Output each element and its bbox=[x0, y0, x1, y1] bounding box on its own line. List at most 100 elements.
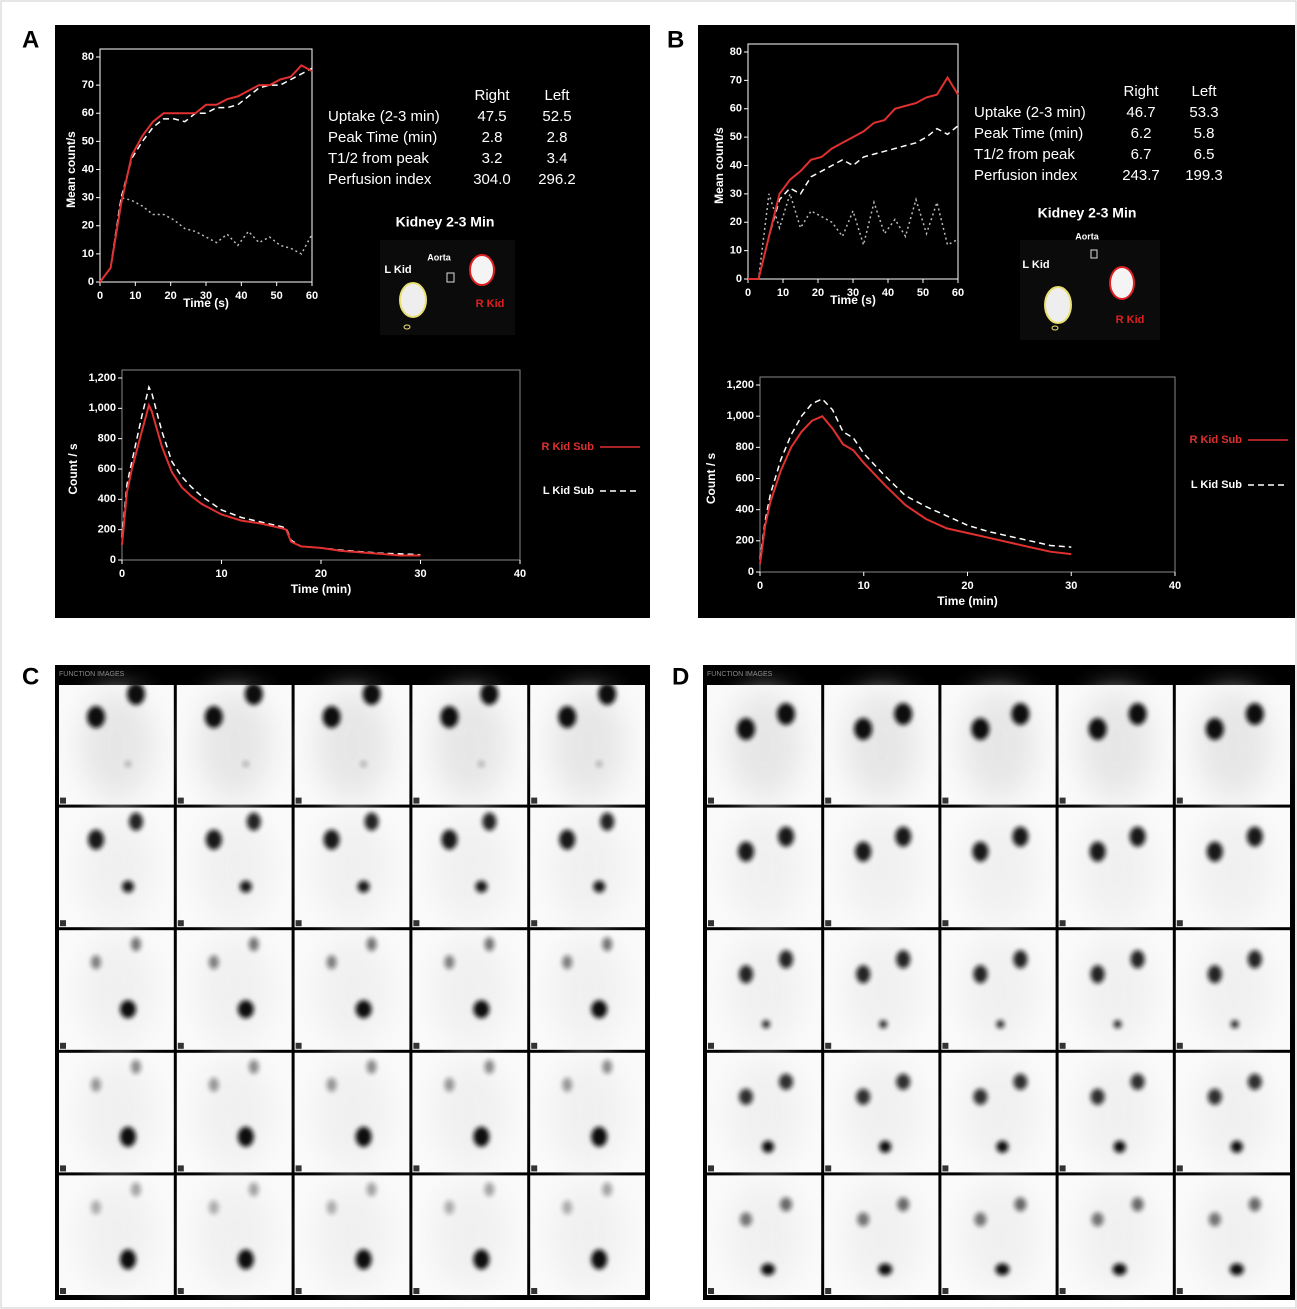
roi-image bbox=[1020, 240, 1160, 340]
uptake-spot bbox=[1113, 1020, 1122, 1029]
cell-marker bbox=[531, 1165, 538, 1172]
body-shadow bbox=[432, 812, 508, 924]
cell: 2.8 bbox=[547, 129, 568, 146]
uptake-spot bbox=[355, 1249, 372, 1270]
y-tick-label: 1,200 bbox=[726, 379, 754, 391]
uptake-spot bbox=[995, 1263, 1010, 1276]
uptake-spot bbox=[1248, 1197, 1261, 1212]
x-tick-label: 10 bbox=[858, 580, 870, 592]
uptake-spot bbox=[484, 1182, 495, 1197]
x-tick-label: 60 bbox=[306, 290, 318, 302]
series-line bbox=[121, 402, 421, 557]
cell-marker bbox=[942, 920, 949, 927]
body-shadow bbox=[314, 1180, 391, 1291]
x-tick-label: 20 bbox=[961, 580, 973, 592]
uptake-spot bbox=[239, 880, 252, 893]
series-line bbox=[759, 414, 1072, 565]
cell: 3.4 bbox=[547, 150, 568, 167]
roi-title: Kidney 2-3 Min bbox=[1038, 205, 1137, 221]
body-shadow bbox=[961, 935, 1037, 1046]
uptake-spot bbox=[739, 965, 753, 984]
x-tick-label: 30 bbox=[1065, 580, 1077, 592]
uptake-spot bbox=[120, 1126, 136, 1147]
x-tick-label: 40 bbox=[882, 287, 894, 299]
y-tick-label: 400 bbox=[98, 493, 116, 505]
row-label: T1/2 from peak bbox=[974, 146, 1075, 163]
cell-marker bbox=[531, 797, 538, 804]
uptake-spot bbox=[366, 937, 377, 952]
x-tick-label: 30 bbox=[847, 287, 859, 299]
cell-marker bbox=[177, 1288, 184, 1294]
body-shadow bbox=[550, 690, 626, 801]
panel-label: C bbox=[22, 663, 39, 690]
uptake-spot bbox=[1205, 718, 1224, 740]
y-tick-label: 0 bbox=[110, 554, 116, 566]
cell-marker bbox=[413, 920, 420, 927]
cell-marker bbox=[295, 920, 302, 927]
uptake-spot bbox=[326, 955, 337, 970]
cell-marker bbox=[60, 920, 66, 927]
uptake-spot bbox=[237, 1126, 254, 1147]
uptake-spot bbox=[559, 829, 576, 850]
body-shadow bbox=[79, 812, 155, 924]
x-tick-label: 20 bbox=[315, 568, 327, 580]
uptake-spot bbox=[593, 880, 606, 893]
cell-marker bbox=[942, 797, 949, 804]
uptake-spot bbox=[364, 812, 379, 831]
uptake-spot bbox=[1247, 950, 1262, 969]
uptake-spot bbox=[366, 1182, 377, 1197]
uptake-spot bbox=[237, 1000, 254, 1019]
uptake-spot bbox=[326, 1077, 337, 1092]
x-tick-label: 20 bbox=[165, 290, 177, 302]
uptake-spot bbox=[879, 1020, 888, 1029]
uptake-spot bbox=[602, 937, 613, 952]
cell-marker bbox=[60, 1288, 66, 1294]
cell: 2.8 bbox=[482, 129, 503, 146]
uptake-spot bbox=[1014, 1197, 1027, 1212]
uptake-spot bbox=[895, 826, 912, 847]
y-tick-label: 200 bbox=[98, 524, 116, 536]
uptake-spot bbox=[444, 1200, 455, 1215]
cell-marker bbox=[295, 797, 302, 804]
uptake-spot bbox=[740, 1212, 752, 1227]
uptake-spot bbox=[761, 1263, 775, 1276]
uptake-spot bbox=[591, 1249, 608, 1270]
uptake-spot bbox=[854, 718, 873, 740]
y-axis-title: Count / s bbox=[704, 453, 718, 505]
uptake-spot bbox=[856, 1088, 871, 1105]
uptake-spot bbox=[777, 703, 795, 725]
uptake-spot bbox=[88, 829, 104, 850]
uptake-spot bbox=[1011, 703, 1030, 725]
uptake-spot bbox=[1128, 703, 1147, 725]
uptake-spot bbox=[1013, 950, 1028, 969]
body-shadow bbox=[314, 812, 391, 924]
body-shadow bbox=[550, 1180, 626, 1291]
uptake-spot bbox=[855, 841, 872, 862]
uptake-spot bbox=[480, 683, 499, 705]
body-shadow bbox=[550, 1057, 626, 1169]
row-label: Peak Time (min) bbox=[974, 125, 1083, 142]
uptake-spot bbox=[779, 1073, 793, 1090]
body-shadow bbox=[550, 812, 626, 924]
uptake-spot bbox=[366, 1059, 377, 1074]
y-axis-title: Mean count/s bbox=[712, 127, 726, 204]
cell-marker bbox=[942, 1288, 949, 1294]
uptake-spot bbox=[996, 1020, 1005, 1029]
legend-label: R Kid Sub bbox=[541, 441, 594, 453]
y-axis-title: Mean count/s bbox=[64, 131, 78, 208]
y-tick-label: 200 bbox=[736, 535, 754, 547]
uptake-spot bbox=[600, 812, 615, 831]
series-line bbox=[121, 384, 421, 556]
y-tick-label: 30 bbox=[730, 188, 742, 200]
table-header: Left bbox=[1191, 83, 1217, 100]
legend-label: R Kid Sub bbox=[1189, 434, 1242, 446]
uptake-spot bbox=[996, 1140, 1009, 1153]
y-tick-label: 40 bbox=[730, 159, 742, 171]
uptake-spot bbox=[360, 761, 367, 767]
x-tick-label: 30 bbox=[414, 568, 426, 580]
body-shadow bbox=[1195, 935, 1271, 1046]
uptake-spot bbox=[440, 706, 459, 728]
uptake-spot bbox=[129, 812, 143, 831]
uptake-spot bbox=[91, 1200, 101, 1215]
